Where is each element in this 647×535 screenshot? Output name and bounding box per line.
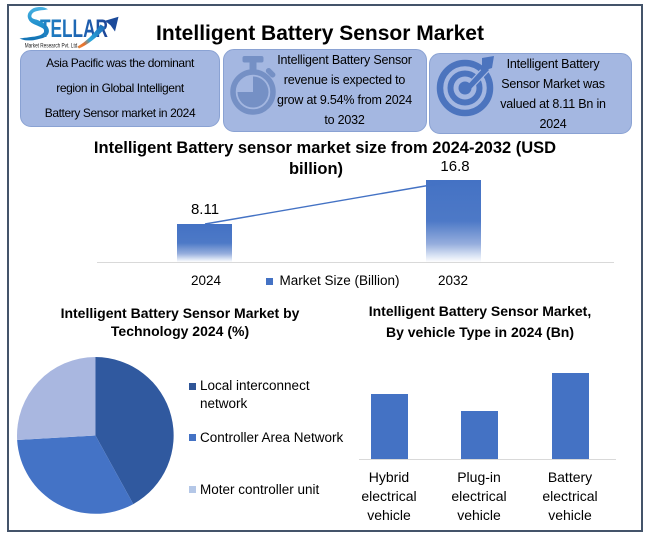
svg-text:Market Research Pvt. Ltd.: Market Research Pvt. Ltd.	[25, 43, 79, 50]
svg-text:TELLAR: TELLAR	[40, 15, 108, 43]
